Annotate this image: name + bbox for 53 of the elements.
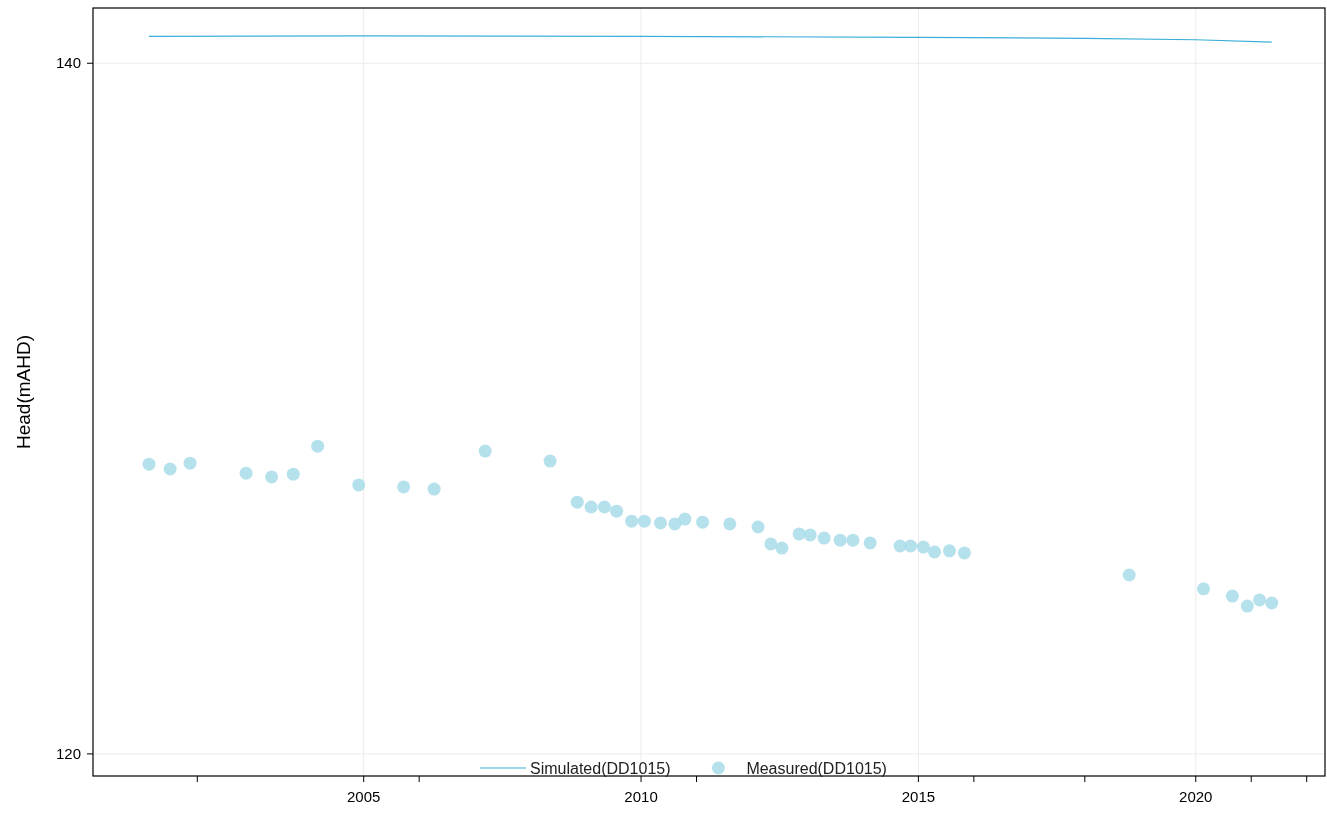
point bbox=[833, 533, 847, 547]
point bbox=[696, 515, 710, 529]
x-tick-label: 2015 bbox=[901, 788, 936, 805]
point bbox=[352, 478, 366, 492]
y-tick-label: 120 bbox=[55, 744, 81, 762]
legend-label: Simulated(DD1015) bbox=[530, 760, 671, 777]
point bbox=[653, 516, 667, 530]
point bbox=[570, 495, 584, 509]
point bbox=[942, 544, 956, 558]
point bbox=[610, 504, 624, 518]
point bbox=[792, 527, 806, 541]
x-tick-label: 2010 bbox=[624, 788, 658, 805]
point bbox=[1240, 599, 1254, 613]
point bbox=[597, 500, 611, 514]
point bbox=[957, 546, 971, 560]
y-axis-title: Head(mAHD) bbox=[13, 334, 34, 450]
point bbox=[803, 528, 817, 542]
point bbox=[927, 545, 941, 559]
point bbox=[239, 466, 253, 480]
x-tick-label: 2005 bbox=[347, 788, 381, 805]
point bbox=[1253, 593, 1267, 607]
point bbox=[625, 514, 639, 528]
point bbox=[1225, 589, 1239, 603]
legend-label: Measured(DD1015) bbox=[746, 760, 887, 777]
point bbox=[678, 512, 692, 526]
point bbox=[265, 470, 279, 484]
point bbox=[286, 467, 300, 481]
point bbox=[764, 537, 778, 551]
point bbox=[1265, 596, 1279, 610]
point bbox=[584, 500, 598, 514]
point bbox=[1122, 568, 1136, 582]
point bbox=[543, 454, 557, 468]
point bbox=[142, 457, 156, 471]
point bbox=[183, 456, 197, 470]
point bbox=[397, 480, 411, 494]
point bbox=[1197, 582, 1211, 596]
point bbox=[427, 482, 441, 496]
point bbox=[916, 540, 930, 554]
x-tick-label: 2020 bbox=[1179, 788, 1213, 805]
point bbox=[723, 517, 737, 531]
point bbox=[637, 514, 651, 528]
point bbox=[904, 539, 918, 553]
point bbox=[751, 520, 765, 534]
point bbox=[846, 533, 860, 547]
point bbox=[775, 541, 789, 555]
y-tick-label: 140 bbox=[55, 54, 81, 72]
line-series bbox=[148, 35, 1273, 43]
point bbox=[668, 517, 682, 531]
point bbox=[817, 531, 831, 545]
point bbox=[478, 444, 492, 458]
point bbox=[163, 462, 177, 476]
point bbox=[311, 439, 325, 453]
point bbox=[863, 536, 877, 550]
